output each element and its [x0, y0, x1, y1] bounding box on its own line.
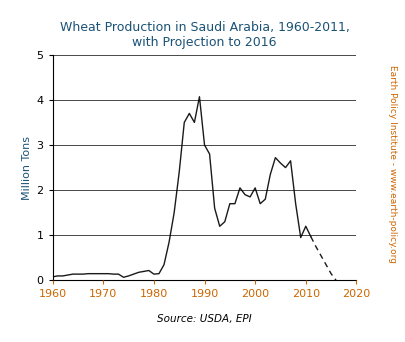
Text: Earth Policy Institute - www.earth-policy.org: Earth Policy Institute - www.earth-polic…	[388, 65, 397, 263]
Y-axis label: Million Tons: Million Tons	[22, 135, 32, 200]
Text: Source: USDA, EPI: Source: USDA, EPI	[157, 314, 252, 324]
Title: Wheat Production in Saudi Arabia, 1960-2011,
with Projection to 2016: Wheat Production in Saudi Arabia, 1960-2…	[60, 22, 350, 49]
